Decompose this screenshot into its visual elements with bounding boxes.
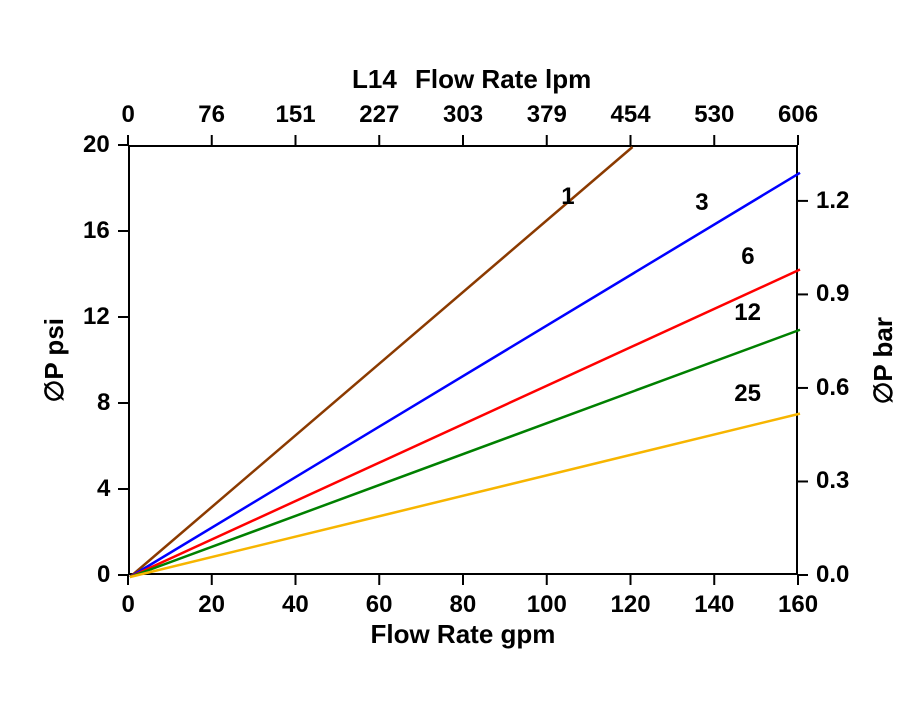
x-bottom-axis-title: Flow Rate gpm: [371, 619, 556, 650]
y-left-tick-label: 8: [97, 389, 110, 417]
x-top-axis-title: Flow Rate lpm: [415, 64, 591, 95]
x-bottom-tick-label: 40: [282, 591, 309, 619]
y-left-tick-label: 4: [97, 475, 110, 503]
x-top-tick-label: 227: [359, 101, 399, 129]
x-top-tick-label: 454: [611, 101, 651, 129]
y-left-tick-label: 0: [97, 561, 110, 589]
y-right-tick-label: 0.0: [816, 561, 849, 589]
x-bottom-tick-label: 80: [450, 591, 477, 619]
x-bottom-tick-label: 20: [198, 591, 225, 619]
x-top-tick-label: 606: [778, 101, 818, 129]
y-left-axis-title: ∅P psi: [39, 318, 70, 402]
x-bottom-tick-label: 160: [778, 591, 818, 619]
y-right-axis-title: ∅P bar: [868, 317, 899, 404]
x-bottom-tick-label: 100: [527, 591, 567, 619]
x-bottom-tick-label: 120: [611, 591, 651, 619]
y-right-tick-label: 0.9: [816, 280, 849, 308]
y-left-tick-label: 16: [83, 217, 110, 245]
series-label: 6: [741, 243, 754, 271]
y-right-tick-label: 0.6: [816, 374, 849, 402]
y-left-tick-label: 12: [83, 303, 110, 331]
x-top-tick-label: 76: [198, 101, 225, 129]
x-top-tick-label: 0: [122, 101, 135, 129]
x-bottom-tick-label: 0: [122, 591, 135, 619]
series-label: 3: [695, 189, 708, 217]
x-top-tick-label: 303: [443, 101, 483, 129]
x-top-tick-label: 530: [694, 101, 734, 129]
series-label: 1: [561, 183, 574, 211]
model-label: L14: [352, 64, 397, 95]
x-bottom-tick-label: 140: [694, 591, 734, 619]
x-top-tick-label: 379: [527, 101, 567, 129]
x-top-tick-label: 151: [276, 101, 316, 129]
series-label: 25: [734, 380, 761, 408]
y-right-tick-label: 0.3: [816, 467, 849, 495]
series-label: 12: [734, 299, 761, 327]
x-bottom-tick-label: 60: [366, 591, 393, 619]
y-left-tick-label: 20: [83, 131, 110, 159]
y-right-tick-label: 1.2: [816, 187, 849, 215]
